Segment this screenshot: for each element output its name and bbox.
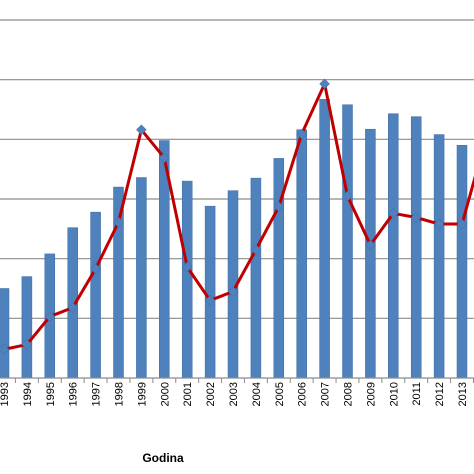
bar-series <box>0 99 468 379</box>
x-tick-label: 1994 <box>22 382 34 406</box>
line-point <box>433 218 445 230</box>
line-point <box>204 295 216 306</box>
line-point <box>387 207 399 219</box>
line-point <box>319 78 330 90</box>
bar <box>181 180 193 379</box>
x-tick-label: 2009 <box>365 382 377 406</box>
bar <box>433 134 445 379</box>
bar <box>0 288 10 379</box>
bar <box>456 145 468 379</box>
x-tick-label: 2010 <box>388 382 400 406</box>
line-point <box>227 286 239 297</box>
line-point <box>181 261 193 273</box>
line-point <box>365 239 376 251</box>
x-tick-label: 1995 <box>45 382 57 406</box>
bar <box>204 205 216 379</box>
x-tick-label: 1998 <box>114 382 126 406</box>
line-point <box>44 311 56 322</box>
bar <box>90 211 101 379</box>
x-tick-label: 2011 <box>411 382 423 406</box>
x-tick-label: 2002 <box>205 382 217 406</box>
bar <box>113 186 124 379</box>
line-point <box>158 152 170 164</box>
bar <box>21 276 33 379</box>
line-point <box>67 302 79 313</box>
x-tick-label: 2005 <box>274 382 286 406</box>
bar <box>388 113 399 379</box>
line-point <box>0 344 10 355</box>
bar <box>250 177 262 379</box>
x-tick-label: 2000 <box>159 382 171 406</box>
x-tick-label: 1999 <box>136 382 148 406</box>
line-path <box>3 82 474 351</box>
line-point <box>342 190 353 202</box>
x-axis <box>0 377 474 383</box>
x-tick-label: 2013 <box>457 382 469 406</box>
line-point <box>296 128 308 140</box>
x-tick-label: 2007 <box>320 382 332 406</box>
x-tick-label: 1997 <box>91 382 103 406</box>
line-point <box>456 218 468 230</box>
x-tick-label: 2003 <box>228 382 240 406</box>
line-markers <box>0 78 468 355</box>
x-tick-label: 2004 <box>251 382 263 406</box>
bar <box>136 177 147 379</box>
x-tick-label: 2008 <box>343 382 355 406</box>
line-point <box>21 339 33 350</box>
line-series <box>3 82 474 351</box>
x-tick-label: 1993 <box>0 382 11 406</box>
x-tick-label: 1996 <box>68 382 80 406</box>
x-tick-label: 2012 <box>434 382 446 406</box>
line-point <box>90 263 101 275</box>
bar <box>342 104 353 379</box>
x-tick-label: 2006 <box>297 382 309 406</box>
bar <box>296 129 307 379</box>
x-tick-label: 2001 <box>182 382 194 406</box>
x-tick-labels: 1993 1994 1995 1996 1997 1998 1999 2000 2001 2002… <box>0 382 469 406</box>
x-axis-title: Godina <box>142 451 184 465</box>
line-point <box>410 212 422 223</box>
bar <box>410 116 422 379</box>
line-point <box>273 201 285 213</box>
line-point <box>136 124 147 136</box>
bar <box>319 99 330 379</box>
bar <box>365 128 376 379</box>
line-point <box>250 244 262 256</box>
line-point <box>113 216 124 228</box>
